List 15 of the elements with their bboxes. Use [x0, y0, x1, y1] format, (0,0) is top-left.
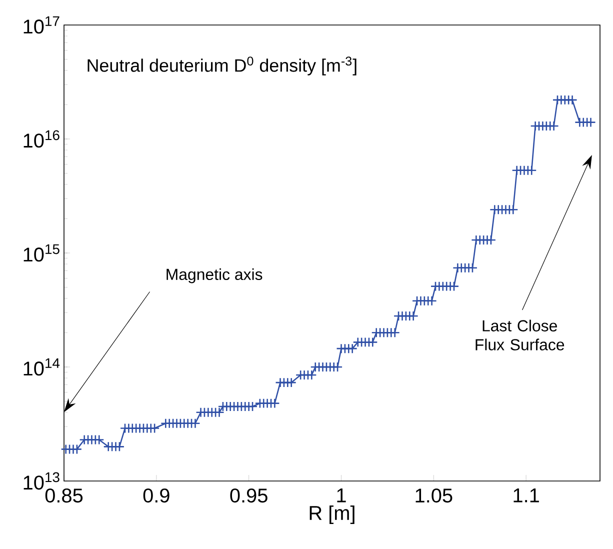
- x-tick-label: 0.9: [143, 488, 170, 503]
- x-tick-label: 1: [337, 488, 346, 502]
- y-tick-label: 10$^{17}$: [24, 16, 60, 34]
- y-tick-label: 10$^{13}$: [24, 472, 60, 490]
- annotation: Magnetic axis: [166, 268, 262, 284]
- y-tick-label: 10$^{14}$: [24, 358, 60, 376]
- x-tick-label: 0.95: [230, 488, 268, 503]
- y-tick-label: 10$^{16}$: [24, 130, 60, 148]
- y-tick-label: 10$^{15}$: [24, 244, 60, 262]
- x-tick-label: 1.05: [416, 488, 452, 503]
- annotation: Last Close Flux Surface: [476, 320, 564, 350]
- x-axis-title: R [m]: [310, 505, 354, 524]
- x-tick-label: 0.85: [45, 488, 83, 503]
- x-tick-label: 1.1: [514, 488, 539, 502]
- text: Neutral deuterium D$^{0}$ density [m$^{-3}$]: [88, 56, 356, 76]
